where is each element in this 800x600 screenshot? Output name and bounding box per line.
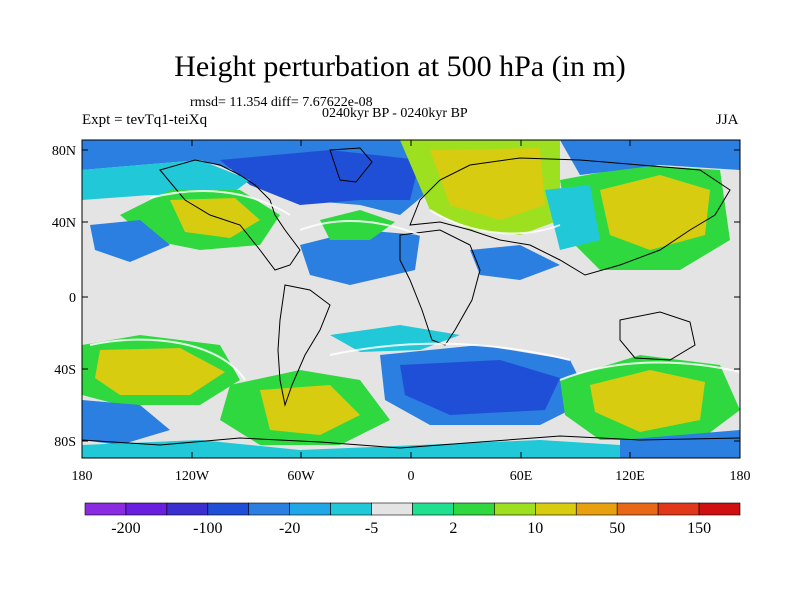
field-neg-pacific	[90, 220, 170, 262]
lon-tick-label: 120W	[175, 469, 210, 484]
colorbar-label: -5	[365, 520, 378, 537]
lat-axis: 80N 40N 0 40S 80S	[52, 144, 740, 450]
field-pos-eurasia-core	[430, 148, 545, 220]
experiment-label: Expt = tevTq1-teiXq	[82, 112, 208, 128]
colorbar-label: 2	[449, 520, 457, 537]
period-label: 0240kyr BP - 0240kyr BP	[322, 106, 468, 121]
lon-axis: 180 120W 60W 0 60E 120E 180	[72, 140, 751, 484]
lat-tick-label: 40N	[52, 216, 76, 231]
lon-tick-label: 180	[730, 469, 751, 484]
colorbar-swatch	[616, 502, 659, 516]
coast-south-america	[277, 284, 331, 407]
season-label: JJA	[716, 112, 739, 128]
colorbar-label: 150	[687, 520, 711, 537]
field-neg-na	[300, 230, 420, 285]
field-neg-spac-low	[82, 400, 170, 445]
field-neg-tropics	[470, 245, 560, 280]
field-neg-sindian-core	[400, 360, 560, 415]
lon-tick-label: 120E	[615, 469, 645, 484]
coast-north-america	[159, 159, 301, 271]
field-neg-antarctic-2	[82, 440, 620, 458]
field-pos-asia-core	[600, 175, 710, 250]
colorbar-swatch	[412, 502, 454, 516]
colorbar-swatch	[371, 502, 413, 516]
colorbar: -200 -100 -20 -5 2 10 50 150	[84, 502, 741, 537]
zero-contours	[89, 190, 740, 381]
colorbar-swatch	[289, 502, 331, 516]
field-neg-ne-asia	[560, 140, 740, 175]
field-pos-spacific-core	[95, 348, 225, 395]
colorbar-swatch	[575, 502, 618, 516]
coast-eurasia	[409, 157, 731, 276]
coast-africa	[399, 229, 481, 346]
colorbar-swatch	[330, 502, 372, 516]
colorbar-swatch	[453, 502, 495, 516]
lon-tick-label: 60E	[510, 469, 533, 484]
field-pos-npacific-core	[170, 198, 260, 238]
lon-tick-label: 180	[72, 469, 93, 484]
colorbar-label: 10	[527, 520, 543, 537]
colorbar-label: -20	[279, 520, 300, 537]
lon-tick-label: 0	[408, 469, 415, 484]
colorbar-label: -100	[193, 520, 222, 537]
lat-tick-label: 0	[69, 291, 76, 306]
colorbar-swatch	[494, 502, 536, 516]
coast-antarctica	[82, 435, 740, 449]
field-pos-s-atl-core	[260, 385, 360, 435]
field-neg-antarctic	[620, 430, 740, 458]
coastlines	[82, 147, 740, 449]
lon-tick-label: 60W	[287, 469, 315, 484]
colorbar-swatch	[657, 502, 700, 516]
stats-label: rmsd= 11.354 diff= 7.67622e-08	[190, 95, 373, 110]
colorbar-label: -200	[111, 520, 140, 537]
field-pos-atl	[320, 210, 395, 240]
lat-tick-label: 40S	[54, 363, 76, 378]
colorbar-swatch	[84, 502, 127, 516]
colorbar-label: 50	[609, 520, 625, 537]
colorbar-swatch	[535, 502, 577, 516]
coast-australia	[619, 311, 696, 361]
colorbar-swatch	[125, 502, 168, 516]
lat-tick-label: 80S	[54, 435, 76, 450]
field-neg-cyan-asia	[545, 185, 600, 250]
colorbar-swatch	[166, 502, 209, 516]
coast-greenland	[329, 147, 373, 183]
colorbar-swatch	[248, 502, 290, 516]
height-field	[82, 140, 740, 458]
field-pos-saus-core	[590, 370, 705, 432]
colorbar-swatch	[698, 502, 741, 516]
field-neg-cyan-s	[330, 325, 460, 352]
lat-tick-label: 80N	[52, 144, 76, 159]
plot-title: Height perturbation at 500 hPa (in m)	[174, 50, 626, 83]
colorbar-swatch	[207, 502, 250, 516]
